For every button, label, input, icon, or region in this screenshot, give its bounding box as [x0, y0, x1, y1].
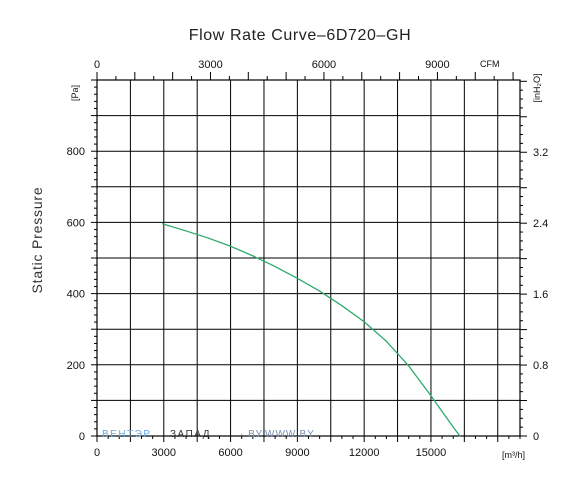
- curve-point: [341, 305, 343, 307]
- y-axis-label: Static Pressure: [29, 187, 45, 294]
- x-tick-label: 3000: [152, 447, 176, 459]
- y-unit-label: [Pa]: [70, 85, 80, 101]
- curve-point: [229, 245, 232, 247]
- axis-ticks: [91, 72, 527, 442]
- curve-point: [274, 265, 276, 268]
- cfm-tick-label: 6000: [312, 59, 336, 71]
- inh2o-tick-label: 2.4: [533, 218, 548, 230]
- y-tick-label: 800: [67, 146, 85, 158]
- secondary-y-unit-label: [inH₂O]: [532, 74, 542, 103]
- x-tick-label: 0: [94, 447, 100, 459]
- curve-point: [363, 321, 365, 323]
- y-tick-label: 600: [67, 217, 85, 229]
- x-tick-label: 15000: [416, 447, 447, 459]
- watermark: ВЕНТЭР ЗАПАД · ВУ · WWW.BY: [102, 429, 315, 440]
- curve-point: [252, 255, 254, 257]
- cfm-tick-label: 9000: [425, 59, 449, 71]
- flow-rate-curve: [162, 223, 461, 437]
- curve-point: [319, 290, 321, 292]
- cfm-tick-label: 3000: [198, 59, 222, 71]
- watermark-part3: · ВУ ·: [240, 429, 271, 440]
- series-layer: [162, 223, 461, 437]
- y-tick-label: 400: [67, 289, 85, 301]
- inh2o-tick-label: 1.6: [533, 289, 548, 301]
- chart-title: Flow Rate Curve–6D720–GH: [189, 27, 412, 44]
- secondary-x-unit-label: CFM: [480, 59, 500, 69]
- y-tick-label: 0: [79, 431, 85, 443]
- curve-point: [296, 277, 298, 279]
- curve-point: [185, 230, 187, 232]
- x-tick-label: 9000: [285, 447, 309, 459]
- grid: [96, 79, 521, 437]
- curve-point: [452, 426, 454, 428]
- curve-point: [162, 223, 164, 225]
- cfm-tick-label: 0: [94, 59, 100, 71]
- x-unit-label: [m³/h]: [502, 450, 525, 460]
- watermark-part4: WWW.BY: [265, 429, 315, 440]
- inh2o-tick-label: 0: [533, 431, 539, 443]
- tick-labels: 0 3000 6000 9000 12000 15000 0 200 400 600 800 0 300…: [67, 59, 549, 459]
- x-tick-label: 6000: [218, 447, 242, 459]
- curve-point: [430, 395, 432, 397]
- watermark-part2: ЗАПАД: [170, 429, 211, 440]
- y-tick-label: 200: [67, 360, 85, 372]
- curve-point: [408, 365, 410, 367]
- inh2o-tick-label: 0.8: [533, 360, 548, 372]
- watermark-part1: ВЕНТЭР: [102, 429, 152, 440]
- inh2o-tick-label: 3.2: [533, 147, 548, 159]
- curve-point: [459, 435, 461, 437]
- curve-point: [207, 237, 209, 239]
- curve-point: [385, 340, 388, 342]
- x-tick-label: 12000: [349, 447, 380, 459]
